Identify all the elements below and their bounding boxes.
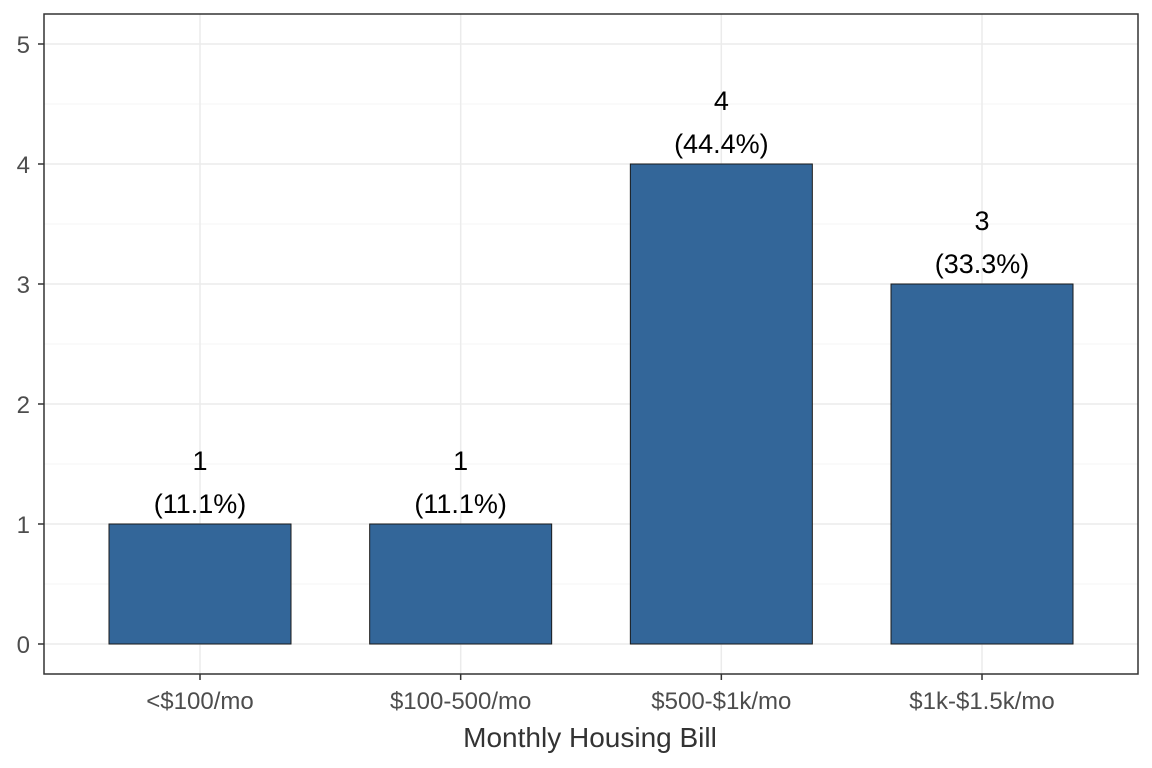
- y-tick-label: 4: [17, 152, 30, 179]
- y-tick-label: 2: [17, 392, 30, 419]
- bar: [108, 523, 292, 645]
- x-tick-label: $500-$1k/mo: [651, 688, 791, 715]
- bar-percent-label: (33.3%): [935, 249, 1030, 279]
- y-tick-label: 5: [17, 32, 30, 59]
- bar: [369, 523, 553, 645]
- bar-labels-layer: 1 (11.1%) 1 (11.1%) 4 (44.4%) 3 (33.3%): [154, 86, 1030, 519]
- bar-percent-label: (11.1%): [154, 489, 247, 519]
- y-tick-label: 0: [17, 632, 30, 659]
- x-axis-title: Monthly Housing Bill: [463, 722, 717, 753]
- y-axis: 0 1 2 3 4 5: [17, 32, 44, 659]
- x-tick-label: $100-500/mo: [390, 688, 531, 715]
- y-tick-label: 1: [17, 512, 30, 539]
- y-tick-label: 3: [17, 272, 30, 299]
- bar-percent-label: (11.1%): [414, 489, 507, 519]
- panel-border: [43, 13, 1139, 675]
- bar: [890, 283, 1074, 645]
- bar-value-label: 4: [714, 86, 729, 116]
- bar-value-label: 3: [974, 206, 989, 236]
- bar-percent-label: (44.4%): [674, 129, 769, 159]
- bar: [629, 163, 813, 645]
- x-tick-label: <$100/mo: [146, 688, 253, 715]
- bars-layer: [108, 163, 1074, 645]
- x-axis: <$100/mo $100-500/mo $500-$1k/mo $1k-$1.5k/…: [146, 674, 1055, 715]
- x-tick-label: $1k-$1.5k/mo: [909, 688, 1054, 715]
- bar-value-label: 1: [453, 446, 468, 476]
- bar-value-label: 1: [192, 446, 207, 476]
